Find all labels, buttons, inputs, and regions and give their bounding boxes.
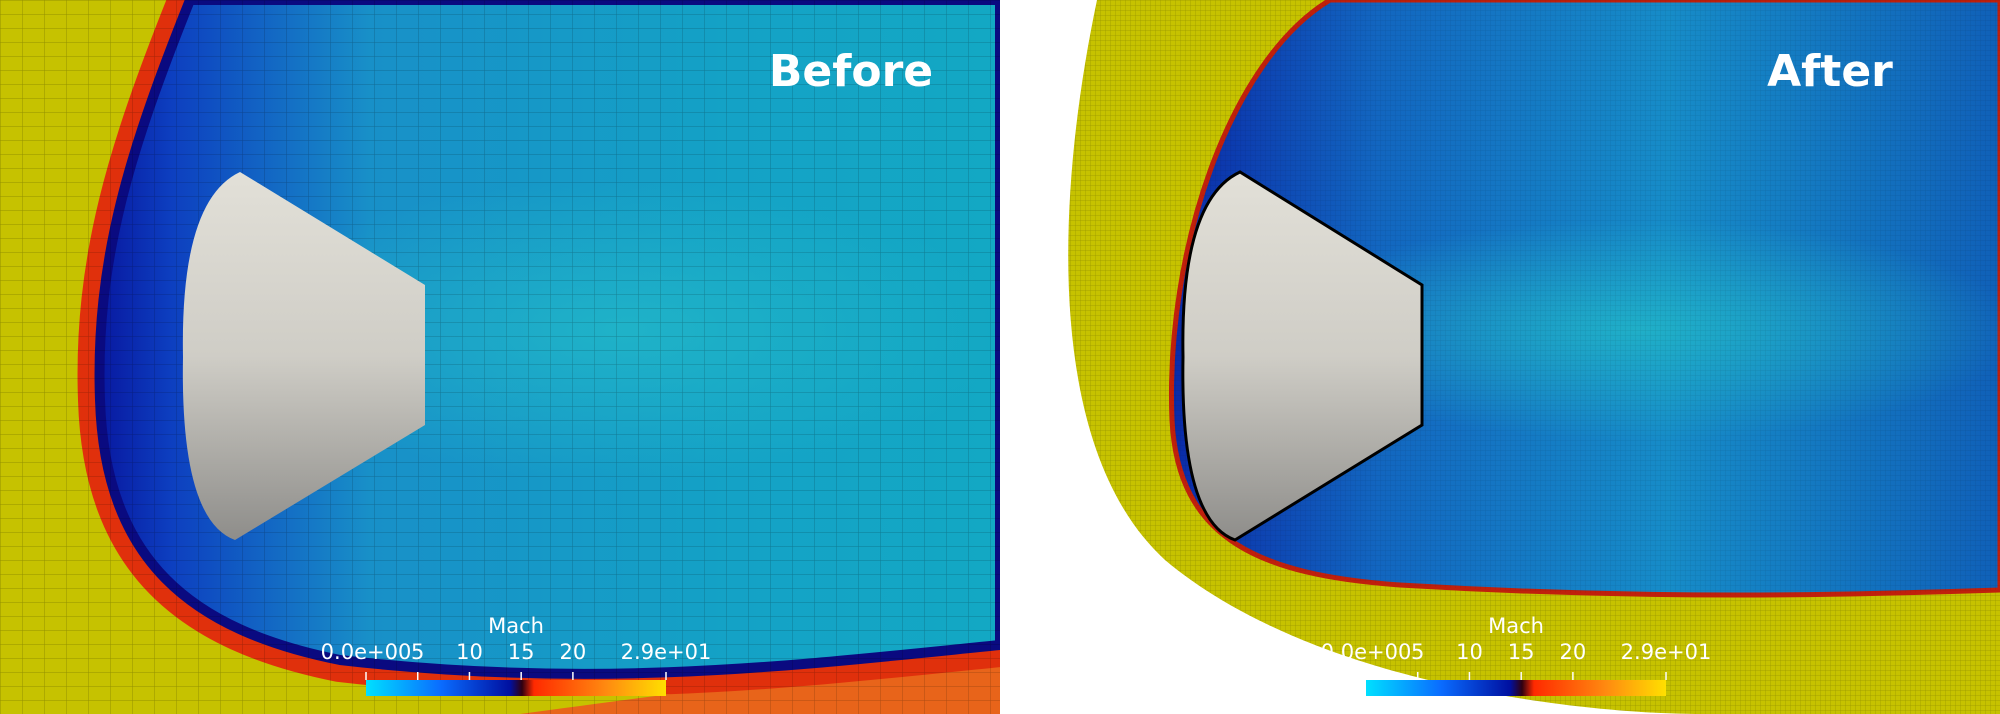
colorbar — [1366, 680, 1666, 696]
panel-title: After — [1767, 46, 1893, 97]
mesh — [0, 0, 1000, 714]
colorbar-tick-label: 2.9e+01 — [1621, 640, 1712, 664]
colorbar-tick-label: 15 — [508, 640, 535, 664]
colorbar-tick-label: 2.9e+01 — [621, 640, 712, 664]
panel-title: Before — [769, 46, 933, 97]
colorbar — [366, 680, 666, 696]
colorbar-tick-label: 10 — [1456, 640, 1483, 664]
colorbar-tick-label: 20 — [1560, 640, 1587, 664]
panel-after: After Mach 0.0e+00 5 10 15 20 2.9e+01 — [1020, 0, 2000, 714]
colorbar-tick-label: 15 — [1508, 640, 1535, 664]
colorbar-tick-label: 0.0e+00 — [321, 640, 412, 664]
colorbar-tick-label: 5 — [411, 640, 424, 664]
colorbar-tick-label: 0.0e+00 — [1321, 640, 1412, 664]
colorbar-title: Mach — [488, 614, 544, 638]
capsule — [1181, 170, 1424, 542]
colorbar-tick-label: 20 — [560, 640, 587, 664]
capsule — [182, 172, 425, 540]
colorbar-title: Mach — [1488, 614, 1544, 638]
colorbar-tick-label: 5 — [1411, 640, 1424, 664]
colorbar-tick-label: 10 — [456, 640, 483, 664]
panel-before: Before Mach 0.0e+00 5 10 15 20 2.9e+01 — [0, 0, 1000, 714]
